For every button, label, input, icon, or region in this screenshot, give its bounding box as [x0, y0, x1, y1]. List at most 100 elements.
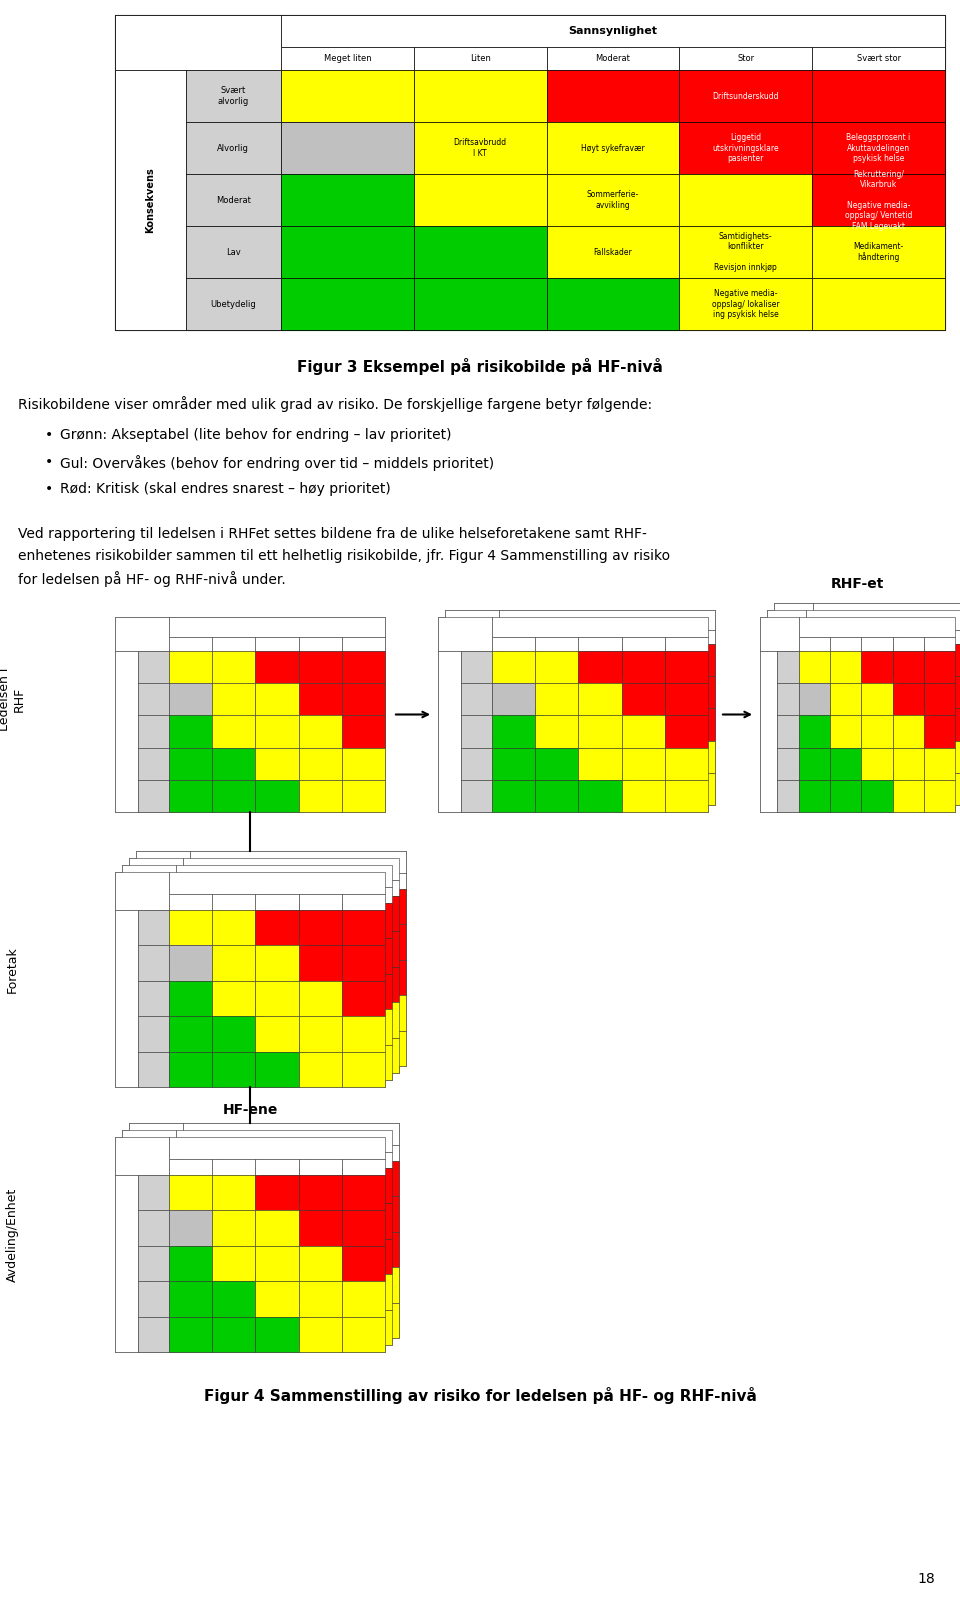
Bar: [281, 226, 414, 277]
Bar: [281, 47, 414, 71]
Bar: [799, 618, 955, 637]
Bar: [342, 1158, 385, 1174]
Bar: [356, 1145, 399, 1161]
Bar: [499, 610, 715, 629]
Bar: [190, 852, 406, 873]
Text: Høyt sykefravær: Høyt sykefravær: [581, 144, 645, 152]
Bar: [262, 1203, 305, 1238]
Bar: [219, 903, 262, 938]
Bar: [270, 967, 313, 1002]
Bar: [115, 618, 385, 812]
Bar: [136, 889, 159, 1067]
Bar: [305, 887, 348, 903]
Text: •: •: [45, 456, 53, 468]
Text: Medikament-
håndtering: Medikament- håndtering: [853, 242, 903, 263]
Bar: [176, 903, 219, 938]
Bar: [122, 1129, 176, 1168]
Bar: [774, 637, 791, 799]
Bar: [546, 122, 680, 175]
Bar: [212, 780, 255, 812]
Bar: [931, 741, 960, 773]
Bar: [219, 1309, 262, 1346]
Bar: [906, 669, 938, 701]
Bar: [767, 645, 783, 805]
Bar: [145, 938, 176, 974]
Text: •: •: [45, 481, 53, 496]
Bar: [438, 618, 492, 651]
Bar: [169, 873, 385, 893]
Bar: [578, 747, 622, 780]
Bar: [176, 1044, 219, 1079]
Bar: [861, 780, 893, 812]
Bar: [255, 1015, 299, 1052]
Bar: [313, 1038, 356, 1073]
Bar: [356, 967, 399, 1002]
Text: Stor: Stor: [737, 55, 755, 63]
Bar: [900, 677, 931, 709]
Bar: [183, 930, 227, 967]
Bar: [767, 610, 806, 645]
Bar: [219, 1168, 262, 1203]
Bar: [270, 1002, 313, 1038]
Bar: [176, 1274, 219, 1309]
Bar: [542, 773, 586, 805]
Bar: [227, 1267, 270, 1302]
Bar: [830, 747, 861, 780]
Text: for ledelsen på HF- og RHF-nivå under.: for ledelsen på HF- og RHF-nivå under.: [18, 571, 286, 587]
Bar: [227, 1232, 270, 1267]
Bar: [138, 780, 169, 812]
Bar: [152, 967, 183, 1002]
Text: Konsekvens: Konsekvens: [145, 167, 156, 233]
Bar: [363, 889, 406, 924]
Bar: [931, 677, 960, 709]
Bar: [169, 1282, 212, 1317]
Bar: [212, 715, 255, 747]
Bar: [219, 1152, 262, 1168]
Bar: [183, 895, 227, 930]
Bar: [152, 930, 183, 967]
Bar: [806, 629, 837, 645]
Bar: [342, 715, 385, 747]
Bar: [680, 47, 812, 71]
Text: Grønn: Akseptabel (lite behov for endring – lav prioritet): Grønn: Akseptabel (lite behov for endrin…: [60, 428, 451, 443]
Bar: [270, 1038, 313, 1073]
Bar: [255, 637, 299, 651]
Bar: [299, 893, 342, 909]
Bar: [299, 683, 342, 715]
Bar: [813, 622, 844, 637]
Bar: [830, 715, 861, 747]
Bar: [169, 747, 212, 780]
Bar: [924, 683, 955, 715]
Bar: [320, 959, 363, 994]
Bar: [320, 873, 363, 889]
Bar: [145, 974, 176, 1009]
Bar: [169, 1015, 212, 1052]
Bar: [122, 865, 176, 903]
Bar: [356, 1038, 399, 1073]
Bar: [176, 938, 219, 974]
Bar: [183, 967, 227, 1002]
Text: HF-ene: HF-ene: [223, 1104, 277, 1116]
Bar: [115, 909, 138, 1088]
Bar: [219, 887, 262, 903]
Bar: [262, 938, 305, 974]
Bar: [159, 1030, 190, 1067]
Bar: [159, 924, 190, 959]
Bar: [183, 1232, 227, 1267]
Bar: [578, 715, 622, 747]
Bar: [622, 651, 665, 683]
Bar: [445, 645, 468, 805]
Text: enhetenes risikobilder sammen til ett helhetlig risikobilde, jfr. Figur 4 Sammen: enhetenes risikobilder sammen til ett he…: [18, 549, 670, 563]
Bar: [468, 741, 499, 773]
Text: Gul: Overvåkes (behov for endring over tid – middels prioritet): Gul: Overvåkes (behov for endring over t…: [60, 456, 494, 472]
Bar: [138, 1015, 169, 1052]
Bar: [924, 651, 955, 683]
Bar: [468, 773, 499, 805]
Bar: [938, 637, 960, 669]
Bar: [299, 747, 342, 780]
Bar: [348, 1238, 392, 1274]
Bar: [212, 945, 255, 980]
Text: Driftsunderskudd: Driftsunderskudd: [712, 91, 780, 101]
Bar: [212, 1317, 255, 1352]
Bar: [305, 1238, 348, 1274]
